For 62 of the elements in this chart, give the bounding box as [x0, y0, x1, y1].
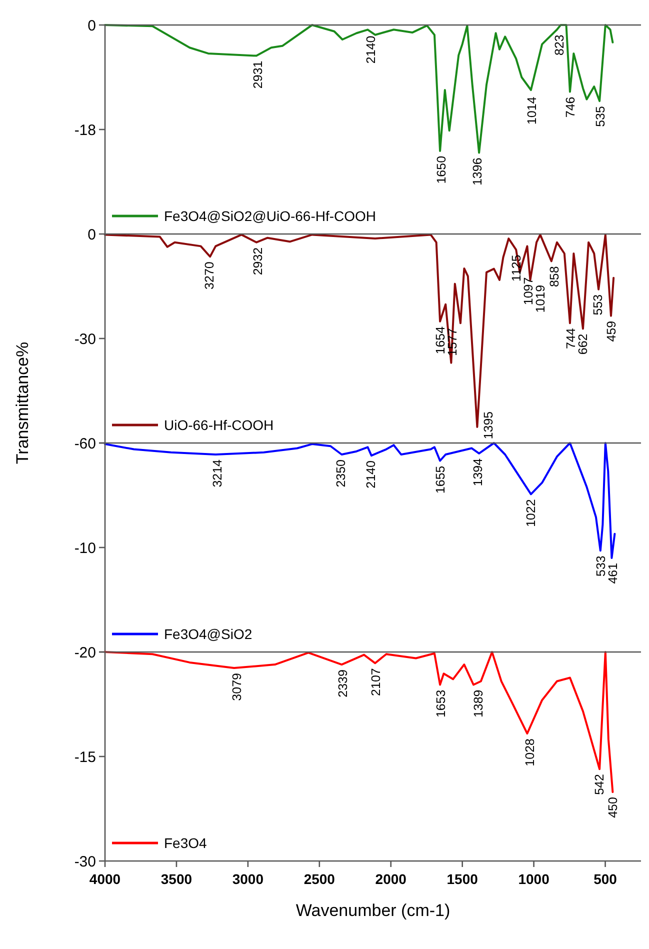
- annotation: 3270: [202, 262, 217, 290]
- annotation: 2931: [251, 60, 266, 89]
- annotation: 533: [594, 556, 608, 576]
- annotation: 1028: [523, 738, 538, 766]
- annotation: 744: [564, 328, 578, 350]
- annotation: 1653: [434, 690, 448, 718]
- annotation: 553: [591, 294, 606, 316]
- annotation: 1022: [524, 499, 538, 528]
- annotation: 1396: [470, 158, 485, 186]
- annotation: 1655: [434, 466, 448, 494]
- line-series: [104, 651, 614, 794]
- legend-label: Fe3O4: [164, 834, 208, 851]
- annotation: 1577: [446, 328, 460, 356]
- y-tick-label: 0: [88, 226, 96, 244]
- annotation: 542: [592, 774, 607, 795]
- annotation: 1394: [470, 458, 485, 486]
- annotation: 459: [604, 320, 618, 342]
- annotation: 1019: [533, 284, 548, 313]
- annotation: 1125: [509, 254, 524, 282]
- annotation: 2140: [364, 460, 378, 488]
- x-tick-label: 3500: [160, 871, 192, 887]
- y-tick-label: -60: [74, 435, 96, 452]
- legend-label: Fe3O4@SiO2@UiO-66-Hf-COOH: [164, 208, 376, 224]
- x-tick-label: 500: [594, 871, 618, 887]
- x-tick-label: 3000: [232, 871, 264, 887]
- annotation: 662: [576, 334, 590, 355]
- annotation: 823: [552, 34, 566, 56]
- x-tick-label: 4000: [89, 871, 121, 887]
- y-tick-label: -20: [74, 644, 96, 662]
- y-tick-label: -18: [74, 122, 96, 139]
- annotation: 1389: [472, 690, 486, 718]
- x-axis-title: Wavenumber (cm-1): [296, 901, 450, 920]
- annotation: 2339: [336, 669, 350, 698]
- y-axis-title: Transmittance%: [13, 342, 32, 464]
- annotation: 450: [606, 796, 620, 818]
- annotation: 3079: [230, 672, 244, 701]
- annotation: 1395: [482, 411, 496, 440]
- x-tick-label: 2000: [375, 871, 407, 887]
- annotation: 1097: [521, 277, 536, 306]
- annotation: 2140: [364, 36, 378, 64]
- y-tick-label: -15: [74, 748, 96, 766]
- annotation: 1014: [525, 96, 540, 125]
- annotation: 2932: [251, 247, 266, 276]
- x-tick-label: 2500: [304, 871, 336, 887]
- y-tick-label: -30: [74, 853, 96, 870]
- annotation: 3214: [210, 459, 225, 488]
- x-tick-label: 1000: [518, 871, 550, 887]
- annotation: 2107: [368, 668, 383, 696]
- annotation: 461: [606, 562, 620, 584]
- annotation: 535: [594, 106, 608, 127]
- line-series: [104, 24, 614, 154]
- y-tick-label: -30: [74, 330, 96, 348]
- legend-label: Fe3O4@SiO2: [164, 626, 252, 642]
- legend-label: UiO-66-Hf-COOH: [164, 416, 274, 433]
- x-tick-label: 1500: [446, 871, 478, 887]
- annotation: 2350: [334, 459, 348, 488]
- annotation: 858: [547, 266, 562, 288]
- annotation: 1654: [434, 326, 448, 354]
- annotation: 1650: [434, 156, 448, 184]
- y-tick-label: -10: [74, 540, 96, 557]
- y-tick-label: 0: [88, 17, 96, 34]
- annotation: 746: [563, 96, 578, 118]
